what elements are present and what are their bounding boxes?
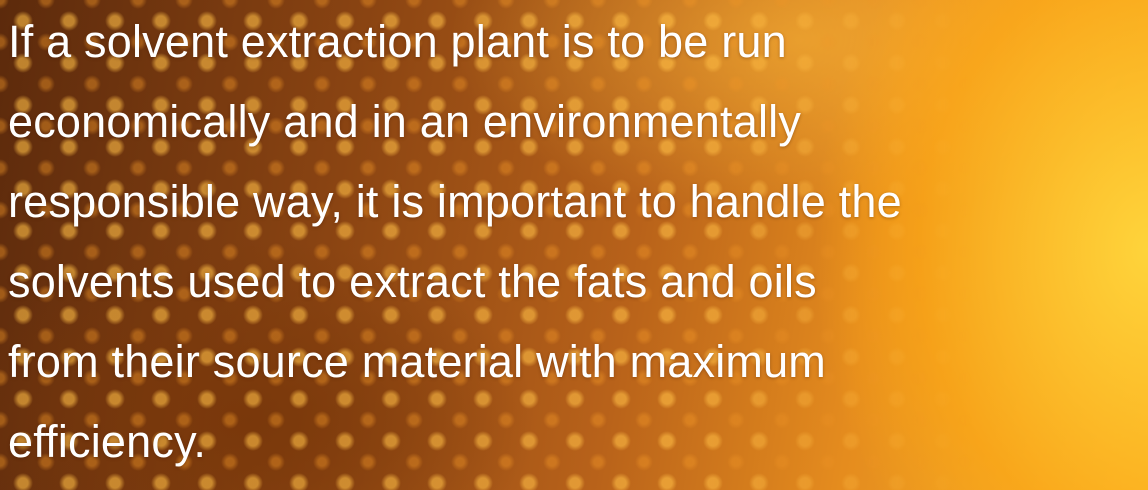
background-photo: If a solvent extraction plant is to be r… [0,0,1148,490]
text-line: economically and in an environmentally [8,82,902,162]
paragraph: If a solvent extraction plant is to be r… [8,2,902,482]
text-line: solvents used to extract the fats and oi… [8,242,902,322]
text-line: If a solvent extraction plant is to be r… [8,2,902,82]
text-line: responsible way, it is important to hand… [8,162,902,242]
page: If a solvent extraction plant is to be r… [0,0,1148,490]
text-line: efficiency. [8,402,902,482]
text-line: from their source material with maximum [8,322,902,402]
